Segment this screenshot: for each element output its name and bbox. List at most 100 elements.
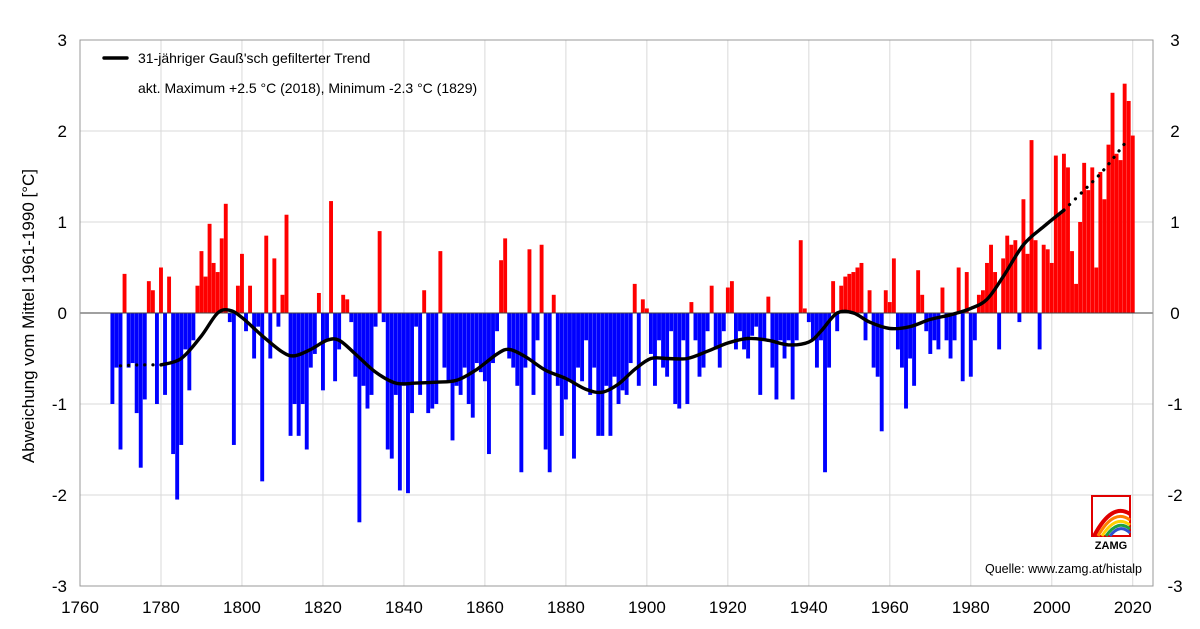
bar-1798 bbox=[231, 313, 236, 445]
bar-1978 bbox=[960, 313, 965, 382]
bar-1796 bbox=[223, 203, 228, 313]
bar-1949 bbox=[843, 276, 848, 313]
bar-1784 bbox=[175, 313, 180, 500]
bar-1940 bbox=[806, 313, 811, 323]
bar-1834 bbox=[377, 231, 382, 313]
bar-1877 bbox=[551, 294, 556, 313]
zamg-logo: ZAMG bbox=[1091, 495, 1132, 552]
x-tick-label: 1900 bbox=[628, 598, 666, 617]
bar-1933 bbox=[778, 313, 783, 341]
bar-1955 bbox=[867, 290, 872, 313]
x-tick-label: 1880 bbox=[547, 598, 585, 617]
bar-1883 bbox=[576, 313, 580, 368]
x-tick-label: 1920 bbox=[709, 598, 747, 617]
bar-1946 bbox=[831, 281, 836, 313]
bar-1972 bbox=[936, 313, 941, 350]
bar-1866 bbox=[507, 313, 512, 359]
bar-1898 bbox=[636, 313, 641, 386]
bar-1823 bbox=[333, 313, 338, 382]
bar-1842 bbox=[410, 313, 414, 414]
bar-1887 bbox=[592, 313, 597, 368]
bar-1989 bbox=[1005, 235, 1010, 313]
bar-1775 bbox=[138, 313, 143, 468]
bar-1951 bbox=[851, 272, 856, 313]
bar-1919 bbox=[721, 313, 726, 332]
bar-1882 bbox=[572, 313, 576, 459]
bar-1854 bbox=[458, 313, 463, 395]
bar-1868 bbox=[515, 313, 520, 386]
bar-1895 bbox=[624, 313, 629, 395]
bar-1913 bbox=[697, 313, 702, 377]
bar-2008 bbox=[1082, 162, 1087, 313]
bar-1827 bbox=[349, 313, 354, 323]
bar-1799 bbox=[235, 285, 240, 313]
bar-1777 bbox=[146, 281, 151, 313]
bar-1948 bbox=[839, 285, 844, 313]
y-tick-label-left: 3 bbox=[58, 31, 67, 50]
bar-1889 bbox=[600, 313, 605, 436]
bar-1992 bbox=[1017, 313, 1022, 323]
bar-1999 bbox=[1045, 249, 1050, 313]
bar-1909 bbox=[681, 313, 686, 341]
bar-1939 bbox=[802, 308, 807, 313]
logo-text: ZAMG bbox=[1095, 540, 1127, 552]
bar-1795 bbox=[219, 238, 224, 313]
bar-1832 bbox=[369, 313, 374, 395]
bar-1774 bbox=[134, 313, 139, 414]
bar-1830 bbox=[361, 313, 366, 386]
bar-1996 bbox=[1033, 240, 1038, 313]
bar-2014 bbox=[1106, 144, 1111, 313]
bar-1911 bbox=[689, 302, 694, 313]
bar-1813 bbox=[292, 313, 297, 404]
bar-1859 bbox=[478, 313, 483, 373]
x-tick-label: 1960 bbox=[871, 598, 909, 617]
bar-1867 bbox=[511, 313, 516, 368]
bar-1892 bbox=[612, 313, 617, 377]
bar-1886 bbox=[588, 313, 593, 395]
bar-1851 bbox=[446, 313, 451, 382]
bar-1861 bbox=[487, 313, 491, 455]
bar-1852 bbox=[450, 313, 455, 441]
bar-1891 bbox=[608, 313, 613, 436]
bar-1896 bbox=[628, 313, 633, 364]
bar-2007 bbox=[1078, 222, 1083, 313]
bar-1825 bbox=[341, 294, 346, 313]
x-axis-ticks: 1760 1780 1800 1820 1840 1860 1880 1900 1920 1940… bbox=[61, 598, 1152, 617]
bar-1980 bbox=[968, 313, 973, 377]
bar-1862 bbox=[491, 313, 495, 364]
bar-1819 bbox=[316, 292, 321, 313]
bar-2006 bbox=[1074, 283, 1079, 313]
x-tick-label: 1800 bbox=[223, 598, 261, 617]
y-tick-label-right: 0 bbox=[1170, 304, 1179, 323]
bar-1788 bbox=[191, 313, 196, 341]
bar-1962 bbox=[895, 313, 900, 350]
bar-1890 bbox=[604, 313, 609, 386]
bar-1937 bbox=[794, 313, 799, 341]
bar-1855 bbox=[462, 313, 467, 368]
bar-1986 bbox=[993, 272, 998, 313]
bar-1963 bbox=[900, 313, 904, 368]
bar-1803 bbox=[252, 313, 257, 359]
y-axis-ticks-right: -3 -2 -1 0 1 2 3 bbox=[1167, 31, 1182, 596]
bar-2004 bbox=[1066, 167, 1070, 313]
bar-1838 bbox=[393, 313, 398, 395]
bar-1829 bbox=[357, 313, 362, 523]
bar-1988 bbox=[1001, 258, 1006, 313]
bar-1768 bbox=[110, 313, 115, 404]
bar-1985 bbox=[989, 244, 993, 313]
bar-2016 bbox=[1114, 153, 1119, 313]
bar-2018 bbox=[1122, 83, 1127, 314]
source-note: Quelle: www.zamg.at/histalp bbox=[985, 562, 1142, 576]
bar-1853 bbox=[454, 313, 459, 386]
bar-1857 bbox=[470, 313, 475, 418]
bar-1771 bbox=[122, 273, 127, 313]
bar-1928 bbox=[758, 313, 763, 395]
bar-1847 bbox=[430, 313, 435, 409]
bar-1872 bbox=[531, 313, 536, 395]
y-tick-label-right: -1 bbox=[1167, 395, 1182, 414]
bar-1881 bbox=[567, 313, 572, 382]
bar-1964 bbox=[904, 313, 908, 409]
bar-1850 bbox=[442, 313, 447, 368]
bar-1769 bbox=[114, 313, 119, 368]
bar-1809 bbox=[276, 313, 281, 327]
